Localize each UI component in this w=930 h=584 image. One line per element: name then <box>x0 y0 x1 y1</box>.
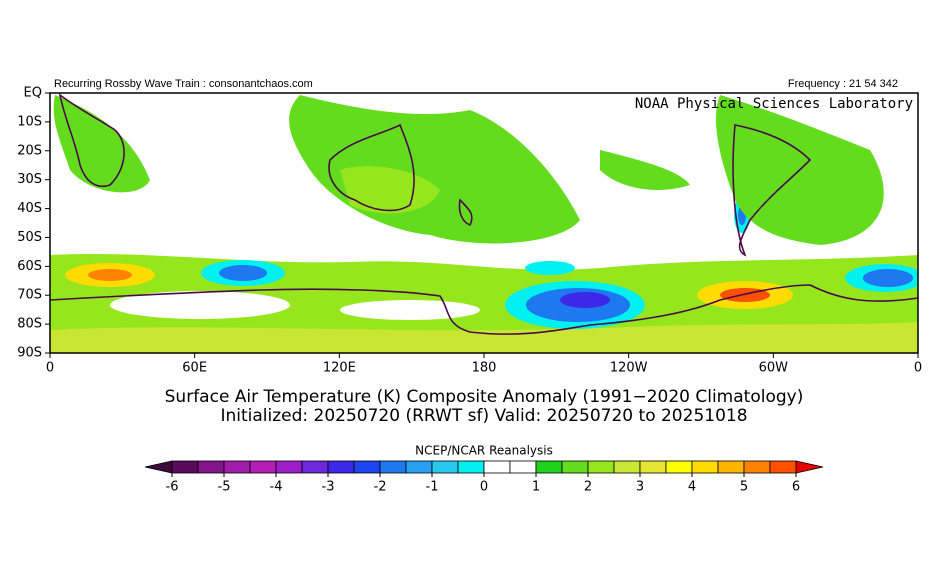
colorbar-tick-label: -6 <box>166 480 179 495</box>
colorbar-box <box>405 460 433 474</box>
colorbar-tick-label: 6 <box>792 480 800 495</box>
y-tick-label: 20S <box>17 143 42 158</box>
y-tick-label: 40S <box>17 201 42 216</box>
y-tick-label: EQ <box>24 86 42 101</box>
colorbar-box <box>327 460 355 474</box>
y-tick-label: 90S <box>17 346 42 361</box>
field-orange <box>88 269 132 281</box>
colorbar-box <box>613 460 641 474</box>
colorbar-box <box>483 460 511 474</box>
colorbar-tick-label: 3 <box>636 480 644 495</box>
coastline <box>58 93 125 187</box>
field-green <box>289 95 580 244</box>
field-cyan <box>525 261 575 275</box>
colorbar: -6 -5 -4 -3 -2 -1 0 1 2 3 4 5 6 <box>144 460 824 495</box>
colorbar-box <box>171 460 199 474</box>
x-tick-label: 0 <box>46 361 54 376</box>
colorbar-box <box>717 460 745 474</box>
colorbar-box <box>301 460 329 474</box>
coastline <box>732 124 812 257</box>
field-white <box>340 300 480 320</box>
colorbar-tick-label: -1 <box>426 480 439 495</box>
colorbar-box <box>535 460 563 474</box>
colorbar-box <box>639 460 667 474</box>
colorbar-tick-label: 0 <box>480 480 488 495</box>
field-blue <box>863 269 913 287</box>
colorbar-tick-label: -3 <box>322 480 335 495</box>
coastline <box>49 284 919 335</box>
colorbar-label: NCEP/NCAR Reanalysis <box>415 444 553 458</box>
frequency-label: Frequency : 21 54 342 <box>788 78 898 90</box>
colorbar-box <box>587 460 615 474</box>
x-tick-label: 60E <box>182 361 207 376</box>
colorbar-tick-label: -2 <box>374 480 387 495</box>
source-label: Recurring Rossby Wave Train : consonantc… <box>54 78 313 90</box>
field-yellow <box>50 322 918 353</box>
x-tick-label: 180 <box>472 361 497 376</box>
colorbar-tick-label: 1 <box>532 480 540 495</box>
colorbar-box <box>431 460 459 474</box>
coastline <box>458 198 473 227</box>
colorbar-box <box>275 460 303 474</box>
colorbar-high <box>795 460 824 474</box>
colorbar-box <box>197 460 225 474</box>
title-line-2: Initialized: 20250720 (RRWT sf) Valid: 2… <box>220 406 747 426</box>
field-blue <box>560 292 610 308</box>
y-tick-label: 70S <box>17 288 42 303</box>
axis-ticks: EQ 10S 20S 30S 40S 50S 60S 70S 80S 90S 0 60E 120E 180… <box>17 86 922 376</box>
colorbar-box <box>223 460 251 474</box>
field-green <box>600 150 690 190</box>
coastlines <box>49 93 919 335</box>
colorbar-tick-label: -5 <box>218 480 231 495</box>
title-line-1: Surface Air Temperature (K) Composite An… <box>165 387 804 407</box>
field-white <box>110 291 290 319</box>
y-tick-label: 10S <box>17 114 42 129</box>
colorbar-box <box>353 460 381 474</box>
anomaly-shading <box>50 95 918 353</box>
field-green <box>53 95 150 193</box>
colorbar-box <box>379 460 407 474</box>
x-tick-label: 0 <box>914 361 922 376</box>
colorbar-box <box>691 460 719 474</box>
colorbar-low <box>144 460 173 474</box>
y-tick-label: 50S <box>17 230 42 245</box>
colorbar-tick-label: 2 <box>584 480 592 495</box>
y-tick-label: 60S <box>17 259 42 274</box>
colorbar-tick-label: 5 <box>740 480 748 495</box>
colorbar-box <box>249 460 277 474</box>
x-tick-label: 120W <box>610 361 648 376</box>
colorbar-box <box>769 460 797 474</box>
y-tick-label: 80S <box>17 317 42 332</box>
map-fields <box>49 93 919 353</box>
field-blue <box>219 265 267 281</box>
colorbar-box <box>457 460 485 474</box>
x-tick-label: 60W <box>759 361 789 376</box>
x-tick-label: 120E <box>323 361 356 376</box>
colorbar-box <box>561 460 589 474</box>
colorbar-tick-label: 4 <box>688 480 696 495</box>
colorbar-box <box>665 460 693 474</box>
coastline <box>328 123 415 212</box>
y-tick-label: 30S <box>17 172 42 187</box>
colorbar-box <box>743 460 771 474</box>
colorbar-box <box>509 460 537 474</box>
field-green <box>340 166 440 214</box>
colorbar-tick-label: -4 <box>270 480 283 495</box>
lab-label: NOAA Physical Sciences Laboratory <box>635 96 913 112</box>
